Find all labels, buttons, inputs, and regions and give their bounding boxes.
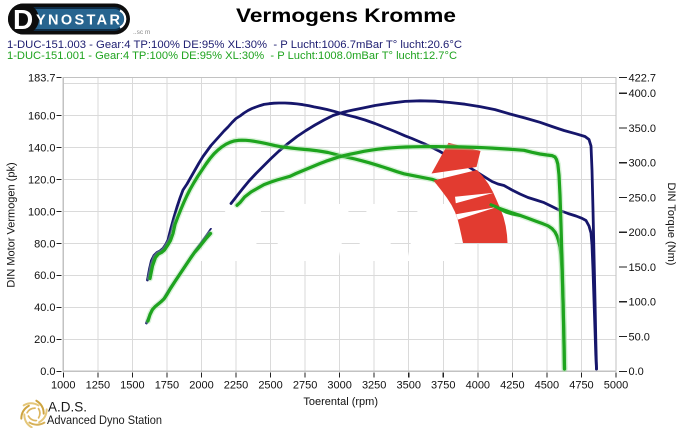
svg-text:120.0: 120.0 bbox=[28, 174, 56, 186]
svg-text:1500: 1500 bbox=[120, 380, 144, 392]
svg-text:YNOSTAR: YNOSTAR bbox=[36, 13, 121, 29]
svg-text:100.0: 100.0 bbox=[28, 206, 56, 218]
svg-text:1250: 1250 bbox=[86, 380, 110, 392]
svg-text:D: D bbox=[13, 4, 33, 35]
svg-text:1-DUC-151.003 - Gear:4 TP:100%: 1-DUC-151.003 - Gear:4 TP:100% DE:95% XL… bbox=[7, 39, 462, 51]
svg-text:0.0: 0.0 bbox=[629, 366, 644, 378]
svg-text:4000: 4000 bbox=[466, 380, 490, 392]
svg-text:2500: 2500 bbox=[258, 380, 282, 392]
svg-text:250.0: 250.0 bbox=[629, 192, 657, 204]
svg-text:DIN Torque (Nm): DIN Torque (Nm) bbox=[665, 183, 677, 266]
svg-text:4750: 4750 bbox=[569, 380, 593, 392]
svg-text:3000: 3000 bbox=[327, 380, 351, 392]
svg-text:1000: 1000 bbox=[51, 380, 75, 392]
svg-text:1750: 1750 bbox=[155, 380, 179, 392]
svg-text:3500: 3500 bbox=[396, 380, 420, 392]
svg-text:2000: 2000 bbox=[189, 380, 213, 392]
svg-text:Vermogens Kromme: Vermogens Kromme bbox=[236, 6, 456, 27]
svg-text:A.D.S.: A.D.S. bbox=[48, 400, 87, 415]
svg-text:Toerental (rpm): Toerental (rpm) bbox=[303, 396, 378, 408]
svg-text:422.7: 422.7 bbox=[629, 72, 657, 84]
svg-text:150.0: 150.0 bbox=[629, 262, 657, 274]
svg-text:400.0: 400.0 bbox=[629, 88, 657, 100]
svg-text:160.0: 160.0 bbox=[28, 110, 56, 122]
svg-text:80.0: 80.0 bbox=[34, 238, 55, 250]
svg-text:Advanced Dyno Station: Advanced Dyno Station bbox=[47, 413, 162, 427]
svg-text:3250: 3250 bbox=[362, 380, 386, 392]
svg-text:3750: 3750 bbox=[431, 380, 455, 392]
svg-text:2750: 2750 bbox=[293, 380, 317, 392]
svg-text:60.0: 60.0 bbox=[34, 270, 55, 282]
svg-text:140.0: 140.0 bbox=[28, 142, 56, 154]
svg-text:2250: 2250 bbox=[224, 380, 248, 392]
svg-text:1-DUC-151.001 - Gear:4 TP:100%: 1-DUC-151.001 - Gear:4 TP:100% DE:95% XL… bbox=[7, 50, 457, 62]
svg-text:350.0: 350.0 bbox=[629, 123, 657, 135]
svg-text:50.0: 50.0 bbox=[629, 331, 650, 343]
svg-text:40.0: 40.0 bbox=[34, 302, 55, 314]
svg-text:20.0: 20.0 bbox=[34, 334, 55, 346]
svg-text:5000: 5000 bbox=[604, 380, 628, 392]
svg-text:..sc m: ..sc m bbox=[133, 29, 150, 36]
svg-text:100.0: 100.0 bbox=[629, 297, 657, 309]
svg-text:0.0: 0.0 bbox=[40, 366, 55, 378]
svg-text:4500: 4500 bbox=[535, 380, 559, 392]
svg-text:4250: 4250 bbox=[500, 380, 524, 392]
svg-text:200.0: 200.0 bbox=[629, 227, 657, 239]
svg-text:DIN Motor Vermogen (pk): DIN Motor Vermogen (pk) bbox=[6, 162, 18, 287]
svg-text:300.0: 300.0 bbox=[629, 158, 657, 170]
svg-text:183.7: 183.7 bbox=[28, 72, 56, 84]
